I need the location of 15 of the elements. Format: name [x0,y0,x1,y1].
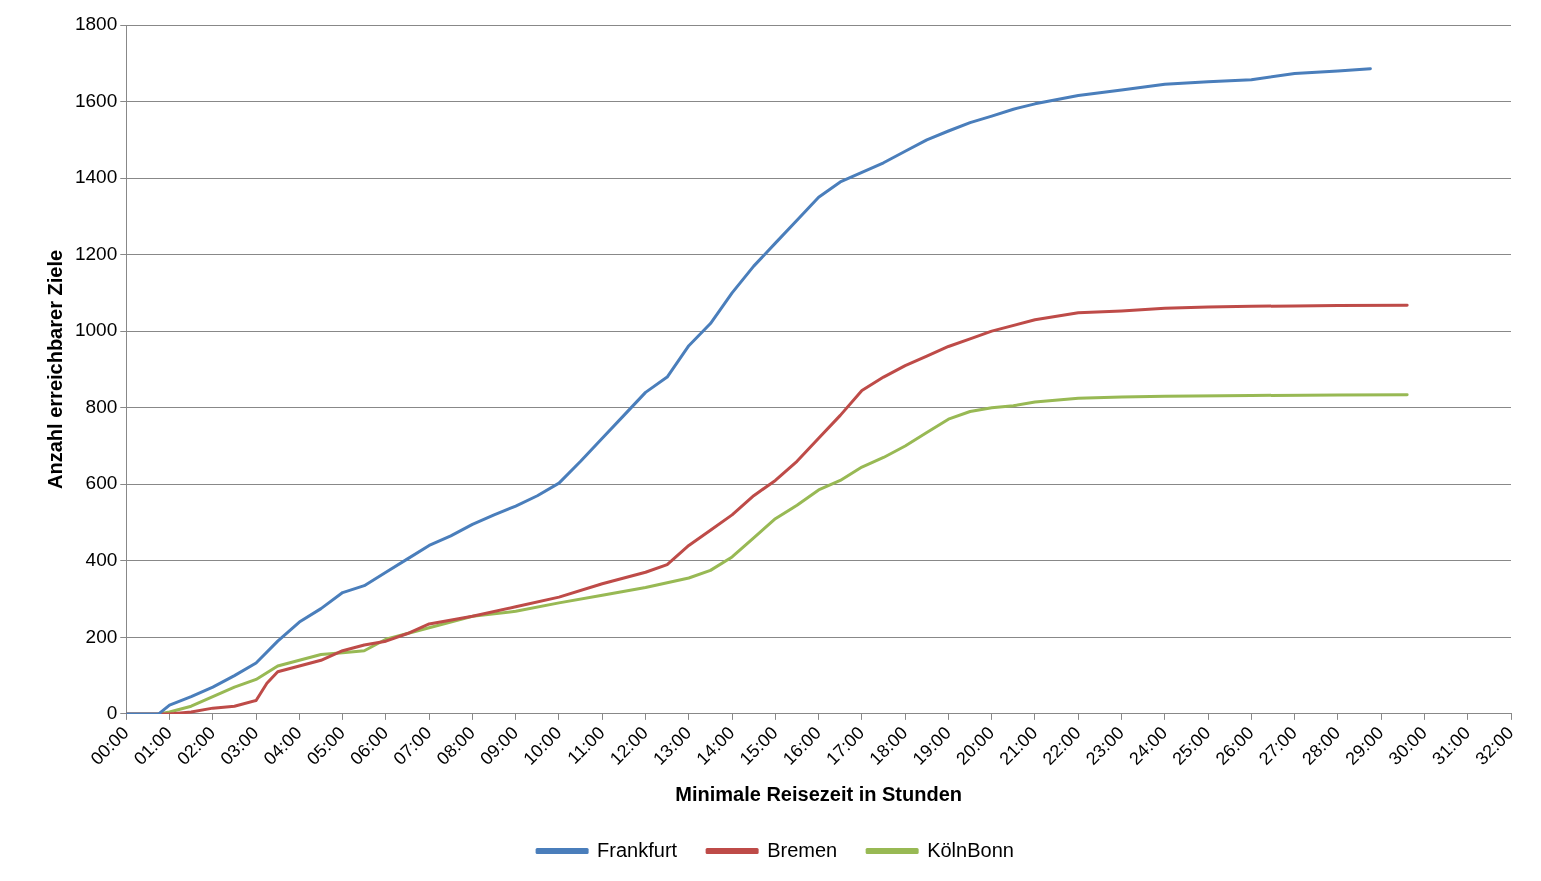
x-axis-title: Minimale Reisezeit in Stunden [675,782,962,805]
y-tick-label: 0 [106,702,118,724]
y-tick-label: 1200 [74,242,118,264]
y-tick-label: 800 [85,395,118,417]
y-tick-label: 1800 [74,13,118,35]
y-axis-title: Anzahl erreichbarer Ziele [43,249,66,489]
legend-label: Bremen [767,838,838,861]
legend-label: Frankfurt [597,838,678,861]
y-tick-label: 1400 [74,166,118,188]
legend-label: KölnBonn [927,838,1014,861]
y-tick-label: 1000 [74,319,118,341]
y-tick-label: 400 [85,549,118,571]
y-tick-label: 600 [85,472,118,494]
y-tick-label: 1600 [74,89,118,111]
y-tick-label: 200 [85,625,118,647]
